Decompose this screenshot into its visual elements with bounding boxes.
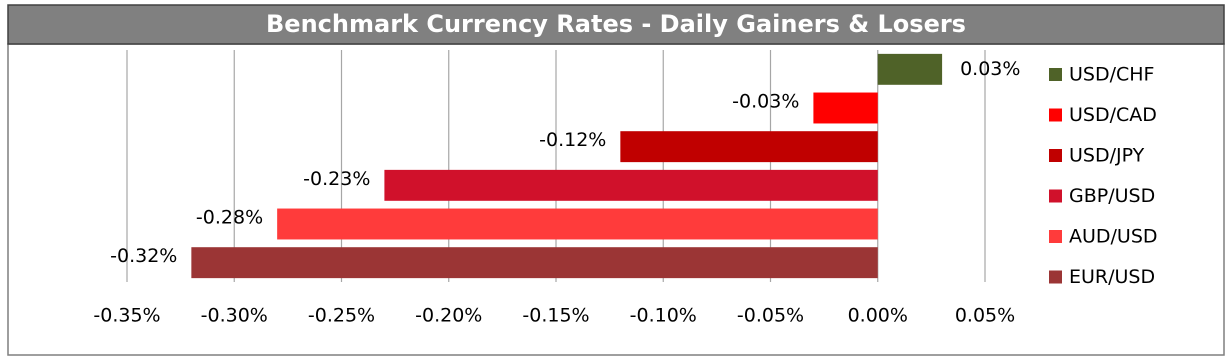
legend-swatch [1049,270,1062,284]
legend-label: USD/CAD [1069,104,1157,126]
legend-swatch [1049,189,1062,203]
x-tick-label: -0.30% [201,305,268,327]
x-tick-label: 0.05% [955,305,1015,327]
bar [620,131,878,163]
legend-label: GBP/USD [1069,185,1155,207]
x-tick-label: 0.00% [848,305,908,327]
data-label: -0.32% [110,245,177,267]
legend-label: EUR/USD [1069,266,1155,288]
x-tick-label: -0.05% [737,305,804,327]
bar [813,92,878,124]
bar [277,208,878,240]
title-bar [7,4,1225,45]
x-tick-label: -0.20% [415,305,482,327]
x-tick-label: -0.15% [522,305,589,327]
data-label: -0.23% [303,168,370,190]
x-tick-label: -0.25% [308,305,375,327]
legend-swatch [1049,149,1062,162]
legend-label: USD/CHF [1069,64,1154,86]
bar [877,53,943,85]
bar [191,247,878,279]
legend-swatch [1049,230,1062,243]
legend-swatch [1049,108,1062,122]
data-label: -0.12% [539,129,606,151]
legend-label: AUD/USD [1069,226,1158,248]
chart-title: Benchmark Currency Rates - Daily Gainers… [266,10,966,38]
data-label: -0.03% [732,91,799,113]
x-tick-label: -0.35% [93,305,160,327]
data-label: -0.28% [196,207,263,229]
data-label: 0.03% [960,58,1020,80]
x-tick-label: -0.10% [630,305,697,327]
legend-label: USD/JPY [1069,145,1145,167]
bar [384,169,878,201]
legend-swatch [1049,68,1062,81]
